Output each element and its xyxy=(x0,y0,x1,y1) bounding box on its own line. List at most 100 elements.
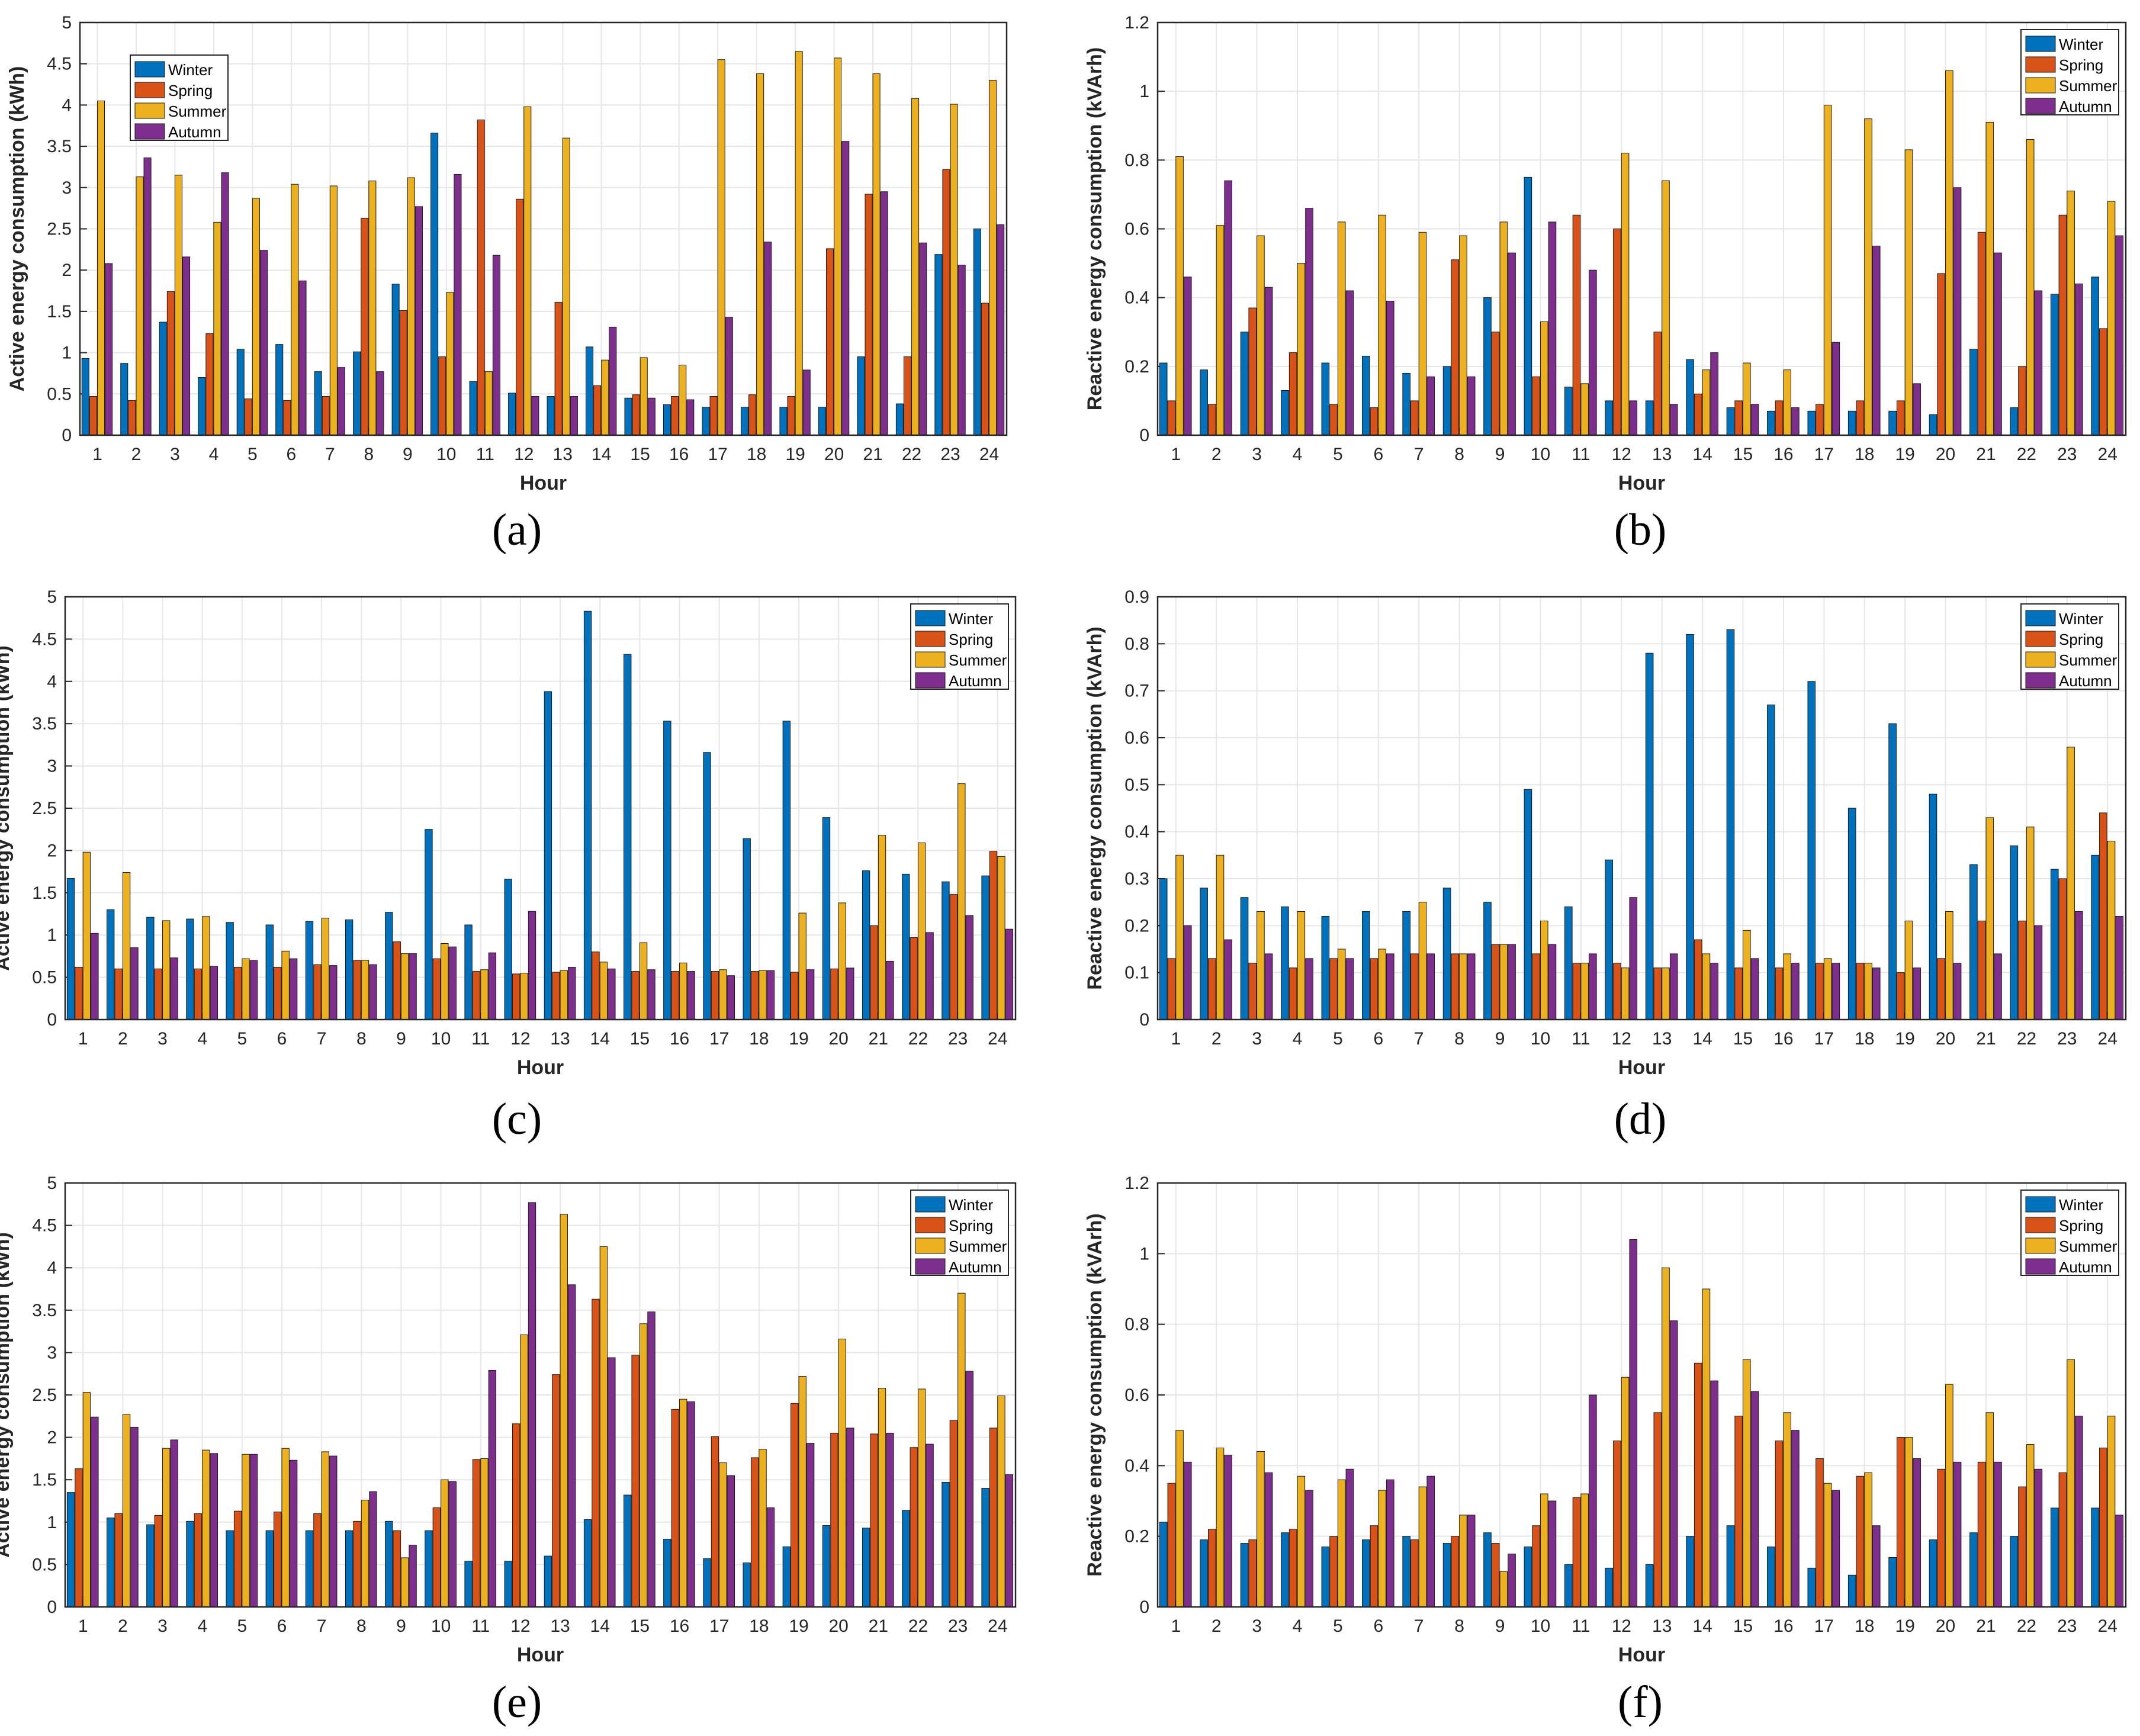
panel-caption: (e) xyxy=(492,1677,542,1727)
bar-summer-hour-10 xyxy=(446,292,454,436)
bar-summer-hour-11 xyxy=(1580,963,1589,1020)
bar-autumn-hour-24 xyxy=(1005,928,1014,1020)
bar-autumn-hour-19 xyxy=(806,1443,815,1608)
bar-winter-hour-8 xyxy=(1442,1543,1451,1608)
bar-summer-hour-23 xyxy=(957,783,966,1020)
bar-summer-hour-17 xyxy=(719,969,727,1020)
bar-summer-hour-5 xyxy=(252,198,260,436)
bar-spring-hour-16 xyxy=(671,971,679,1020)
bar-spring-hour-23 xyxy=(2058,214,2067,436)
bar-spring-hour-4 xyxy=(1289,967,1297,1020)
bar-spring-hour-11 xyxy=(1572,1497,1581,1608)
x-tick-label: 3 xyxy=(1252,1029,1262,1049)
x-tick-label: 7 xyxy=(325,445,335,464)
bar-spring-hour-23 xyxy=(949,1420,958,1608)
bar-spring-hour-19 xyxy=(787,396,795,436)
bar-autumn-hour-10 xyxy=(1548,221,1557,436)
x-tick-label: 10 xyxy=(1531,1616,1550,1636)
bar-winter-hour-22 xyxy=(2010,1536,2019,1608)
bar-autumn-hour-14 xyxy=(608,968,616,1020)
bar-summer-hour-24 xyxy=(997,856,1005,1020)
bar-autumn-hour-15 xyxy=(647,1311,656,1608)
bar-summer-hour-6 xyxy=(291,184,299,436)
bar-autumn-hour-21 xyxy=(1994,953,2002,1020)
bar-autumn-hour-23 xyxy=(965,1371,973,1608)
bar-spring-hour-13 xyxy=(552,972,560,1020)
x-tick-label: 19 xyxy=(785,445,805,464)
bar-autumn-hour-15 xyxy=(647,969,656,1020)
x-tick-label: 14 xyxy=(590,1029,610,1049)
legend-label-autumn: Autumn xyxy=(2059,98,2112,115)
bar-autumn-hour-24 xyxy=(2115,235,2123,436)
x-tick-label: 19 xyxy=(1895,1029,1914,1049)
bar-summer-hour-1 xyxy=(82,1392,91,1608)
bar-spring-hour-7 xyxy=(1410,1539,1419,1608)
bar-spring-hour-20 xyxy=(1937,273,1945,436)
bar-summer-hour-14 xyxy=(601,359,609,436)
bar-winter-hour-4 xyxy=(1281,1532,1289,1608)
bar-winter-hour-24 xyxy=(2091,854,2099,1020)
bar-spring-hour-6 xyxy=(274,966,282,1020)
y-tick-label: 2.5 xyxy=(32,1385,57,1405)
bar-autumn-hour-1 xyxy=(91,1416,99,1608)
y-tick-label: 0.8 xyxy=(1124,634,1149,654)
bar-spring-hour-10 xyxy=(1532,376,1540,436)
bar-winter-hour-1 xyxy=(1159,1522,1168,1608)
bar-autumn-hour-4 xyxy=(210,1453,218,1608)
bar-summer-hour-7 xyxy=(1418,902,1427,1020)
panel-caption: (f) xyxy=(1618,1677,1663,1727)
bar-spring-hour-20 xyxy=(1937,1468,1945,1608)
bar-summer-hour-2 xyxy=(1216,854,1225,1020)
bar-autumn-hour-23 xyxy=(2074,283,2083,436)
y-tick-label: 0.2 xyxy=(1124,357,1149,377)
x-tick-label: 7 xyxy=(1414,1029,1424,1049)
x-tick-label: 9 xyxy=(403,445,413,464)
y-tick-label: 0.2 xyxy=(1124,1527,1149,1547)
y-axis-label: Active energy consumption (kWh) xyxy=(0,1232,14,1558)
bar-summer-hour-24 xyxy=(989,80,997,436)
bar-spring-hour-20 xyxy=(830,968,838,1020)
legend-label-summer: Summer xyxy=(949,1237,1007,1255)
bar-autumn-hour-3 xyxy=(170,957,178,1020)
x-tick-label: 22 xyxy=(908,1029,928,1049)
bar-winter-hour-13 xyxy=(544,691,552,1020)
bar-winter-hour-11 xyxy=(464,924,473,1020)
bar-winter-hour-20 xyxy=(1929,793,1937,1020)
bar-summer-hour-9 xyxy=(1499,1571,1508,1608)
bar-spring-hour-9 xyxy=(1491,1543,1500,1608)
legend-swatch-spring xyxy=(134,82,165,98)
bar-spring-hour-17 xyxy=(1816,963,1824,1020)
bar-autumn-hour-3 xyxy=(1264,287,1273,436)
legend: Winter Spring Summer Autumn xyxy=(130,54,229,141)
x-axis-label: Hour xyxy=(517,1644,564,1666)
x-tick-label: 19 xyxy=(1895,1616,1914,1636)
bar-autumn-hour-11 xyxy=(1589,1394,1597,1608)
x-tick-label: 12 xyxy=(510,1616,530,1636)
bar-autumn-hour-13 xyxy=(570,396,578,436)
bar-spring-hour-15 xyxy=(1734,967,1743,1020)
bar-spring-hour-13 xyxy=(1653,1412,1662,1608)
bar-summer-hour-11 xyxy=(1580,383,1589,436)
x-tick-label: 6 xyxy=(277,1029,287,1049)
legend-swatch-winter xyxy=(2025,610,2056,626)
bar-summer-hour-22 xyxy=(2026,827,2035,1020)
x-tick-label: 7 xyxy=(1414,445,1424,464)
bar-spring-hour-1 xyxy=(89,396,97,436)
bar-autumn-hour-12 xyxy=(1629,897,1638,1020)
bar-autumn-hour-18 xyxy=(766,1507,775,1608)
legend-swatch-winter xyxy=(2025,1196,2056,1213)
bar-winter-hour-15 xyxy=(1726,1525,1735,1608)
bar-spring-hour-14 xyxy=(593,385,602,436)
legend: Winter Spring Summer Autumn xyxy=(910,603,1009,690)
bar-autumn-hour-20 xyxy=(1953,187,1962,436)
bar-summer-hour-23 xyxy=(2067,1359,2075,1608)
bar-winter-hour-22 xyxy=(902,1510,910,1608)
x-tick-label: 14 xyxy=(1692,1029,1712,1049)
bar-autumn-hour-1 xyxy=(1183,277,1192,436)
bar-summer-hour-6 xyxy=(1378,214,1386,436)
bar-winter-hour-5 xyxy=(236,349,245,436)
bar-winter-hour-16 xyxy=(1767,1547,1775,1608)
bar-summer-hour-1 xyxy=(1175,156,1184,436)
x-tick-label: 9 xyxy=(1495,1616,1505,1636)
